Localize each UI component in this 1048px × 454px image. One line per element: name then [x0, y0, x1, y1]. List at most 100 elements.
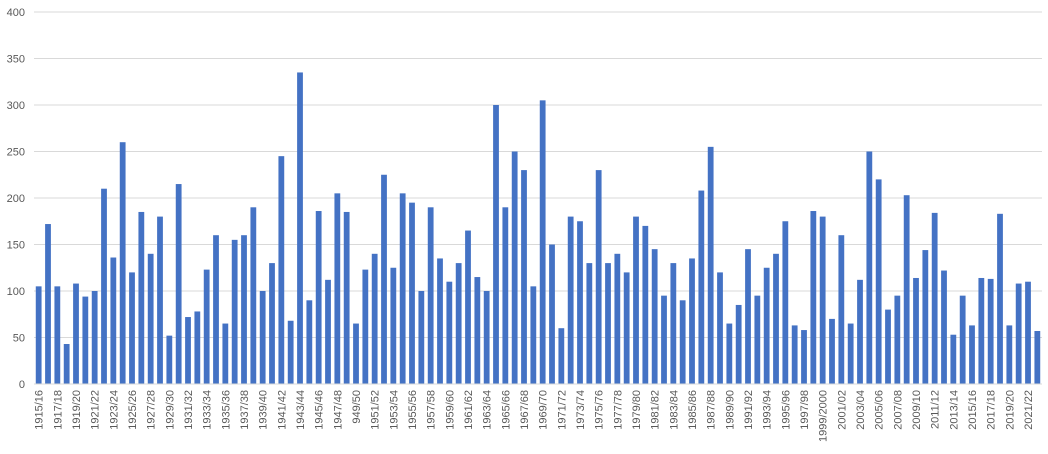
x-tick-label: 1983/84 — [668, 390, 680, 430]
bar — [586, 263, 593, 384]
x-tick-label: 1953/54 — [388, 390, 400, 430]
bar — [474, 277, 481, 384]
x-tick-label: 1995/96 — [780, 390, 792, 430]
x-tick-label: 1981/82 — [650, 390, 662, 430]
bar — [82, 296, 89, 384]
bar — [409, 202, 415, 384]
bar — [1015, 283, 1022, 384]
x-tick-label: 1961/62 — [463, 390, 475, 430]
x-tick-label: 1985/86 — [687, 390, 699, 430]
y-tick-label: 0 — [19, 379, 25, 391]
bar — [847, 323, 854, 384]
bar — [857, 279, 863, 384]
bar — [446, 281, 453, 384]
bar — [838, 235, 845, 384]
x-tick-label: 2019/20 — [1004, 390, 1016, 430]
bar — [913, 277, 919, 384]
bar — [801, 330, 807, 384]
bar — [222, 323, 229, 384]
bar — [754, 295, 761, 384]
bar — [353, 323, 359, 384]
bar — [465, 230, 471, 384]
bar — [595, 170, 602, 384]
bar — [642, 225, 649, 384]
bar — [605, 263, 611, 384]
bar — [782, 221, 789, 384]
bar — [539, 100, 546, 384]
bar — [717, 272, 723, 384]
bar — [950, 334, 957, 384]
bar — [315, 211, 322, 384]
x-tick-label: 1973/74 — [575, 390, 587, 430]
bar — [166, 335, 173, 384]
x-tick-label: 2011/12 — [930, 390, 942, 429]
bar — [931, 212, 938, 384]
x-tick-label: 2021/22 — [1023, 390, 1035, 430]
bar — [437, 258, 443, 384]
x-tick-label: 949/50 — [351, 390, 363, 424]
x-tick-label: 1927/28 — [146, 390, 158, 430]
bar — [502, 207, 509, 384]
bar — [726, 323, 733, 384]
x-tick-label: 1941/42 — [276, 390, 288, 430]
bar — [297, 72, 303, 384]
x-tick-label: 2005/06 — [874, 390, 886, 430]
y-tick-label: 150 — [7, 240, 25, 252]
bar — [997, 213, 1003, 384]
x-tick-label: 1929/30 — [164, 390, 176, 430]
bar — [427, 207, 434, 384]
bars — [35, 72, 1041, 384]
bar — [661, 295, 667, 384]
x-tick-label: 1923/24 — [108, 390, 120, 430]
bar — [483, 291, 490, 384]
bar — [110, 257, 117, 384]
bar — [1006, 325, 1013, 384]
bar — [399, 193, 406, 384]
bar — [987, 278, 994, 384]
x-tick-label: 2003/04 — [855, 390, 867, 430]
x-tick-label: 1963/64 — [482, 390, 494, 430]
bar — [819, 216, 826, 384]
bar — [511, 151, 518, 384]
bar — [679, 300, 686, 384]
bar — [278, 156, 285, 384]
bar — [381, 174, 387, 384]
bar — [250, 207, 257, 384]
bar — [922, 250, 929, 384]
y-axis-tick-labels: 0 50 100 150 200 250 300 350 400 — [7, 7, 25, 391]
bar — [567, 216, 574, 384]
y-tick-label: 250 — [7, 147, 25, 159]
x-tick-label: 1943/44 — [295, 390, 307, 430]
bar — [558, 328, 565, 384]
x-tick-label: 1921/22 — [90, 390, 102, 430]
bar — [698, 190, 705, 384]
bar — [773, 253, 779, 384]
bar — [735, 304, 742, 384]
x-axis-tick-labels: 1915/16 1917/18 1919/20 1921/22 1923/24 1925/… — [34, 390, 1035, 442]
bar — [213, 235, 219, 384]
bar — [194, 311, 201, 384]
x-tick-label: 1955/56 — [407, 390, 419, 430]
bar — [138, 211, 145, 384]
x-tick-label: 1967/68 — [519, 390, 531, 430]
x-tick-label: 2017/18 — [986, 390, 998, 430]
bar — [129, 272, 135, 384]
bar — [885, 309, 891, 384]
bar — [73, 283, 79, 384]
bar — [614, 253, 621, 384]
bar — [689, 258, 695, 384]
y-tick-label: 100 — [7, 286, 25, 298]
bar — [91, 291, 98, 384]
bar — [455, 263, 462, 384]
bar — [45, 224, 51, 384]
x-tick-label: 1957/58 — [426, 390, 438, 430]
x-tick-label: 1965/66 — [500, 390, 512, 430]
y-tick-label: 200 — [7, 193, 25, 205]
bar — [903, 195, 910, 384]
bar — [941, 270, 947, 384]
x-tick-label: 1933/34 — [202, 390, 214, 430]
bar — [147, 253, 154, 384]
bar — [306, 300, 313, 384]
